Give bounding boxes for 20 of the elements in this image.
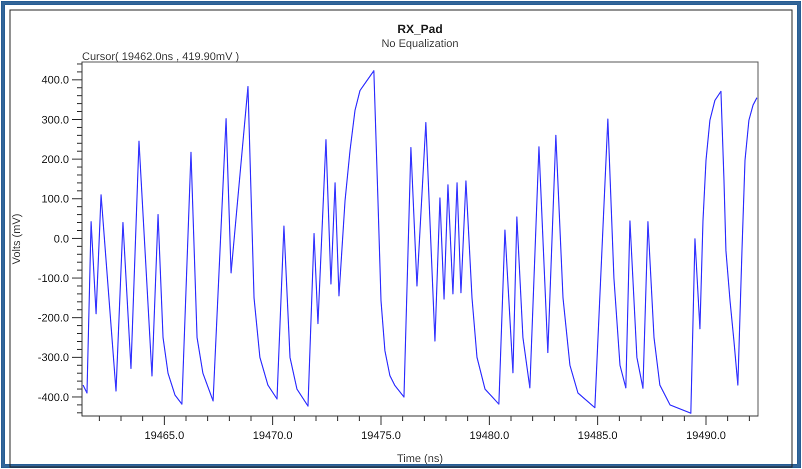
x-tick-label: 19485.0 — [578, 430, 618, 442]
y-tick-label: 0.0 — [54, 233, 69, 246]
y-tick-label: -300.0 — [38, 352, 69, 364]
line-series — [82, 70, 758, 414]
x-tick-label: 19490.0 — [686, 430, 726, 442]
y-tick-label: 100.0 — [41, 194, 69, 206]
x-tick-label: 19470.0 — [252, 430, 293, 442]
y-tick-label: 200.0 — [41, 154, 69, 166]
y-tick-label: 300.0 — [41, 114, 69, 126]
y-tick-label: -400.0 — [38, 392, 69, 404]
chart-subtitle: No Equalization — [381, 38, 459, 50]
y-tick-label: -200.0 — [38, 312, 69, 325]
x-tick-label: 19475.0 — [361, 430, 401, 442]
chart-title: RX_Pad — [397, 22, 443, 36]
x-axis-title: Time (ns) — [396, 453, 444, 465]
y-tick-label: -100.0 — [38, 272, 69, 285]
x-tick-label: 19465.0 — [144, 430, 184, 442]
y-tick-label: 400.0 — [41, 74, 69, 87]
x-tick-label: 19480.0 — [469, 430, 510, 442]
y-axis-title: Volts (mV) — [11, 214, 23, 264]
